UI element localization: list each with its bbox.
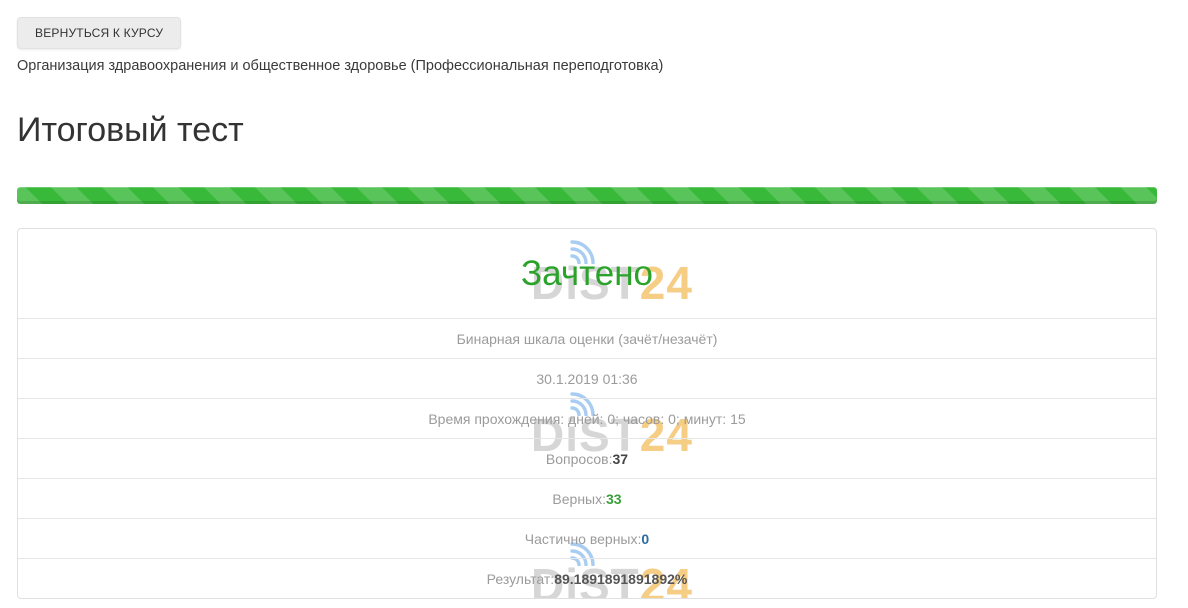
grading-scale-row: Бинарная шкала оценки (зачёт/незачёт) [18,318,1156,358]
questions-row: Вопросов: 37 [18,438,1156,478]
result-card: DiST24 DiST24 DiST24 Зачтено [17,228,1157,599]
partially-correct-value: 0 [641,530,650,547]
progress-track [17,187,1157,204]
questions-value: 37 [612,450,629,467]
score-value: 89.1891891891892% [554,570,688,587]
grading-scale-text: Бинарная шкала оценки (зачёт/незачёт) [456,330,718,347]
partially-correct-row: Частично верных: 0 [18,518,1156,558]
duration-row: Время прохождения: дней: 0; часов: 0; ми… [18,398,1156,438]
course-title: Организация здравоохранения и общественн… [17,58,664,74]
duration-text: Время прохождения: дней: 0; часов: 0; ми… [428,410,746,427]
progress-bar [17,187,1157,204]
attempt-date: 30.1.2019 01:36 [536,370,638,387]
correct-value: 33 [606,490,622,507]
back-to-course-button[interactable]: ВЕРНУТЬСЯ К КУРСУ [17,17,182,49]
partially-correct-label: Частично верных: [524,530,642,547]
score-label: Результат: [486,570,555,587]
result-status-row: Зачтено [18,229,1156,318]
questions-label: Вопросов: [545,450,613,467]
score-row: Результат: 89.1891891891892% [18,558,1156,598]
correct-label: Верных: [552,490,606,507]
result-status: Зачтено [521,254,653,293]
page-title: Итоговый тест [17,111,244,149]
correct-row: Верных: 33 [18,478,1156,518]
attempt-date-row: 30.1.2019 01:36 [18,358,1156,398]
